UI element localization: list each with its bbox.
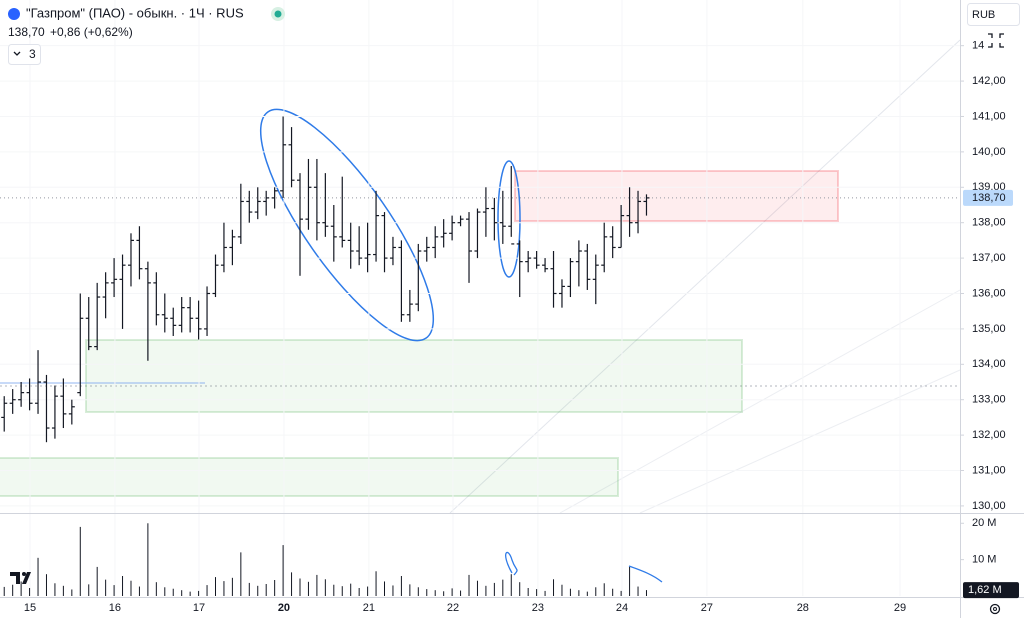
y-tick-label: 131,00 (972, 464, 1006, 476)
x-tick-label: 21 (363, 602, 375, 614)
support-zone (0, 457, 619, 497)
last-price: 138,70 (8, 25, 45, 39)
y-tick-label: 132,00 (972, 429, 1006, 441)
price-change: +0,86 (+0,62%) (50, 25, 133, 39)
volume-tick-label: 20 M (972, 517, 996, 529)
x-tick-label: 16 (109, 602, 121, 614)
ellipse (259, 108, 435, 342)
logo (10, 572, 31, 584)
y-tick-label: 141,00 (972, 110, 1006, 122)
settings-icon (993, 607, 997, 611)
settings-icon[interactable] (989, 603, 1001, 615)
x-tick-label: 22 (447, 602, 459, 614)
y-tick-label: 134,00 (972, 358, 1006, 370)
fullscreen-button[interactable] (984, 30, 1008, 50)
fullscreen-icon (988, 33, 1004, 48)
y-tick-label: 135,00 (972, 323, 1006, 335)
trend-line (559, 289, 961, 514)
y-tick-label: 140,00 (972, 146, 1006, 158)
chevron (13, 51, 21, 56)
x-tick-label: 15 (24, 602, 36, 614)
y-tick-label: 142,00 (972, 75, 1006, 87)
x-tick-label: 27 (701, 602, 713, 614)
currency: RUB (972, 9, 995, 21)
y-tick-label: 133,00 (972, 394, 1006, 406)
resistance-zone (514, 170, 839, 222)
currency-button[interactable] (967, 3, 1020, 26)
ellipse (497, 160, 521, 278)
indicator-toggle[interactable] (8, 44, 41, 65)
status-dot (274, 10, 282, 18)
symbol-icon (8, 8, 20, 20)
last-volume-tag (963, 582, 1019, 599)
trend-line (639, 369, 961, 514)
x-tick-label: 28 (797, 602, 809, 614)
logo (22, 572, 26, 576)
grid (0, 197, 960, 199)
price-bars (1, 116, 650, 443)
y-tick-label: 136,00 (972, 287, 1006, 299)
y-tick-label: 137,00 (972, 252, 1006, 264)
x-tick-label: 23 (532, 602, 544, 614)
scribble (505, 551, 518, 576)
last-price-tag (963, 189, 1013, 206)
volume-bars (3, 523, 647, 596)
y-tick-label: 130,00 (972, 500, 1006, 512)
indicator-count: 3 (29, 47, 36, 61)
x-tick-label: 20 (278, 602, 290, 614)
x-tick-label: 29 (894, 602, 906, 614)
y-tick-label: 138,00 (972, 217, 1006, 229)
last-price-label: 138,70 (972, 192, 1006, 204)
last-volume-label: 1,62 M (968, 584, 1002, 596)
scribble (628, 565, 663, 583)
volume-tick-label: 10 M (972, 554, 996, 566)
trend-line (449, 39, 961, 514)
x-tick-label: 24 (616, 602, 628, 614)
x-tick-label: 17 (193, 602, 205, 614)
support-zone (85, 339, 743, 413)
symbol-title: "Газпром" (ПАО) - обыкн. · 1Ч · RUS (26, 5, 244, 20)
